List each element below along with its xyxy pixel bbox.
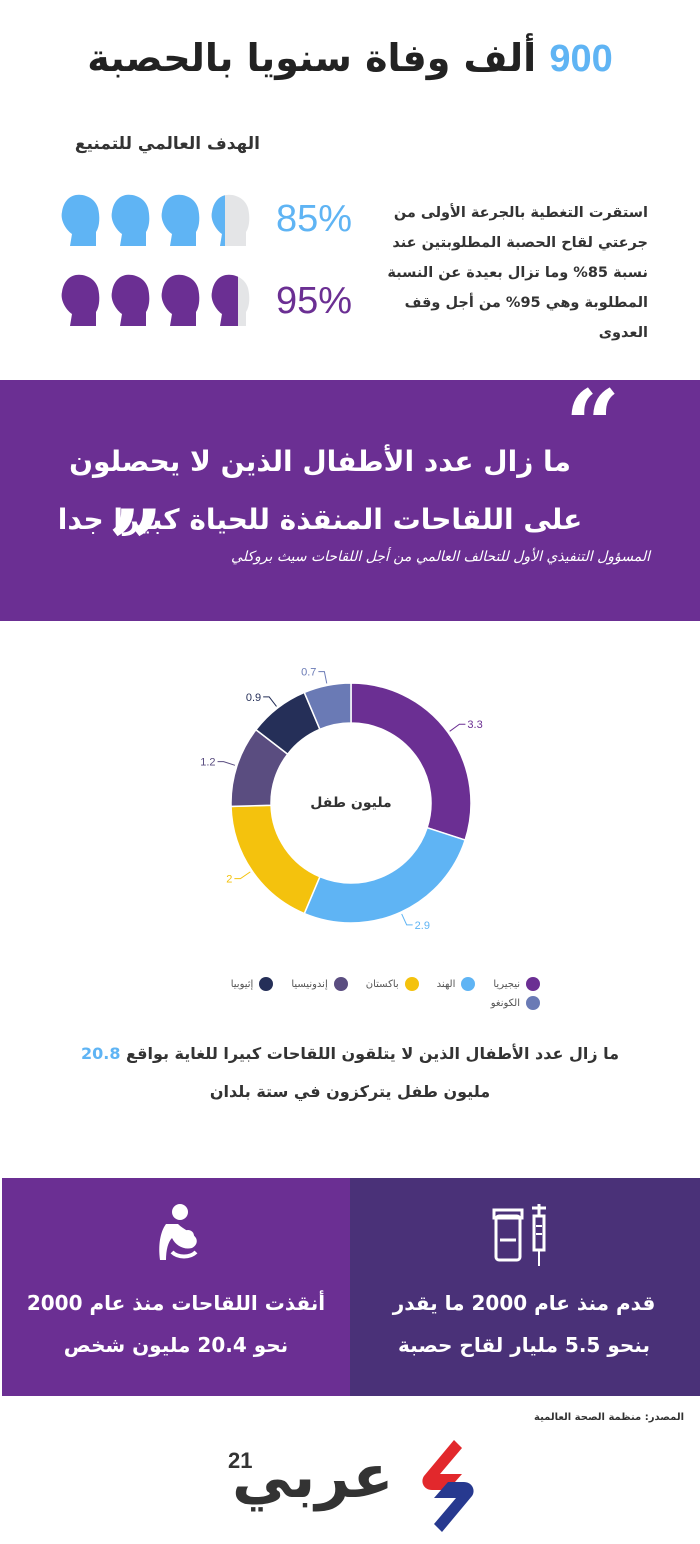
legend-item-1: الهند	[437, 977, 476, 991]
legend-label: الهند	[436, 978, 456, 990]
title-text: ألف وفاة سنويا بالحصبة	[87, 36, 537, 80]
quote-attribution: المسؤول التنفيذي الأول للتحالف العالمي م…	[231, 549, 650, 565]
donut-label-line-2	[234, 871, 251, 880]
legend-item-0: نيجيريا	[493, 977, 540, 991]
legend-label: الكونغو	[490, 997, 520, 1009]
donut-slice-2	[230, 804, 321, 915]
donut-chart: 3.3 2.9 2 1.2 0.9 0.7	[200, 667, 482, 932]
quote-close-icon: ”	[108, 489, 164, 602]
logo-mark-icon	[422, 1440, 474, 1532]
donut-value-label-3: 1.2	[200, 757, 215, 769]
legend-swatch	[404, 977, 419, 991]
page-title: 900 ألف وفاة سنويا بالحصبة	[0, 36, 700, 81]
donut-value-label-0: 3.3	[467, 719, 482, 731]
mother-child-icon	[159, 1204, 198, 1260]
logo-number: 21	[228, 1448, 253, 1473]
child-head-icon	[211, 194, 250, 246]
lives-saved-block: أنقذت اللقاحات منذ عام 2000 نحو 20.4 ملي…	[2, 1178, 350, 1396]
child-head-icon	[61, 194, 100, 246]
goal-heading: الهدف العالمي للتمنيع	[74, 134, 260, 154]
donut-value-label-1: 2.9	[415, 920, 430, 932]
summary-text-after: مليون طفل يتركزون في ستة بلدان	[209, 1082, 491, 1101]
legend-swatch	[333, 977, 348, 991]
summary-highlight: 20.8	[80, 1044, 121, 1063]
vaccines-given-block: قدم منذ عام 2000 ما يقدر بنحو 5.5 مليار …	[350, 1178, 700, 1396]
current-coverage-icons	[58, 190, 258, 250]
donut-label-line-0	[449, 723, 466, 732]
title-number: 900	[549, 38, 613, 80]
child-head-icon	[161, 274, 200, 326]
legend-item-3: إندونيسيا	[291, 977, 348, 991]
child-head-icon	[61, 274, 100, 326]
summary-text-before: ما زال عدد الأطفال الذين لا يتلقون اللقا…	[126, 1044, 620, 1063]
logo-text: عربي	[232, 1442, 394, 1512]
legend-label: إثيوبيا	[230, 978, 254, 990]
vaccine-vial-syringe-icon	[492, 1204, 546, 1266]
child-head-icon	[111, 194, 150, 246]
donut-label-line-5	[318, 671, 328, 684]
quote-open-icon: “	[565, 369, 621, 482]
coverage-description: استقرت التغطية بالجرعة الأولى من جرعتي ل…	[387, 205, 648, 341]
legend-swatch	[526, 977, 540, 991]
lives-saved-text: أنقذت اللقاحات منذ عام 2000 نحو 20.4 ملي…	[26, 1291, 326, 1357]
donut-center-label: مليون طفل	[310, 795, 392, 811]
donut-slice-1	[303, 826, 467, 924]
target-coverage-icons	[58, 270, 258, 330]
vaccines-given-text: قدم منذ عام 2000 ما يقدر بنحو 5.5 مليار …	[392, 1291, 656, 1357]
donut-label-line-1	[401, 913, 413, 926]
quote-text: ما زال عدد الأطفال الذين لا يحصلون على ا…	[57, 445, 583, 536]
target-coverage-pct: 95%	[275, 280, 352, 322]
donut-slice-5	[303, 682, 352, 731]
legend-label: إندونيسيا	[291, 978, 328, 990]
source-credit: المصدر: منظمة الصحة العالمية	[534, 1412, 684, 1423]
donut-slice-0	[350, 682, 472, 842]
summary-text: ما زال عدد الأطفال الذين لا يتلقون اللقا…	[60, 1035, 640, 1111]
current-coverage-pct: 85%	[275, 198, 352, 240]
legend-item-4: إثيوبيا	[231, 977, 274, 991]
legend-label: باكستان	[365, 978, 399, 990]
donut-value-label-2: 2	[226, 874, 232, 886]
child-head-icon	[211, 274, 250, 326]
quote-band	[0, 380, 700, 621]
arabi21-logo: 21 عربي	[220, 1430, 490, 1540]
legend-swatch	[526, 996, 540, 1010]
donut-label-line-3	[217, 761, 236, 766]
chart-legend: نيجيريا الهند باكستان إندونيسيا إثيوبيا الكون…	[160, 976, 540, 1010]
donut-value-label-4: 0.9	[246, 692, 261, 704]
donut-value-label-5: 0.7	[301, 667, 316, 679]
legend-label: نيجيريا	[493, 978, 520, 990]
legend-swatch	[259, 977, 274, 991]
legend-swatch	[461, 977, 476, 991]
legend-item-2: باكستان	[366, 977, 419, 991]
child-head-icon	[161, 194, 200, 246]
child-head-icon	[111, 274, 150, 326]
legend-item-5: الكونغو	[491, 996, 540, 1010]
donut-label-line-4	[263, 696, 277, 707]
